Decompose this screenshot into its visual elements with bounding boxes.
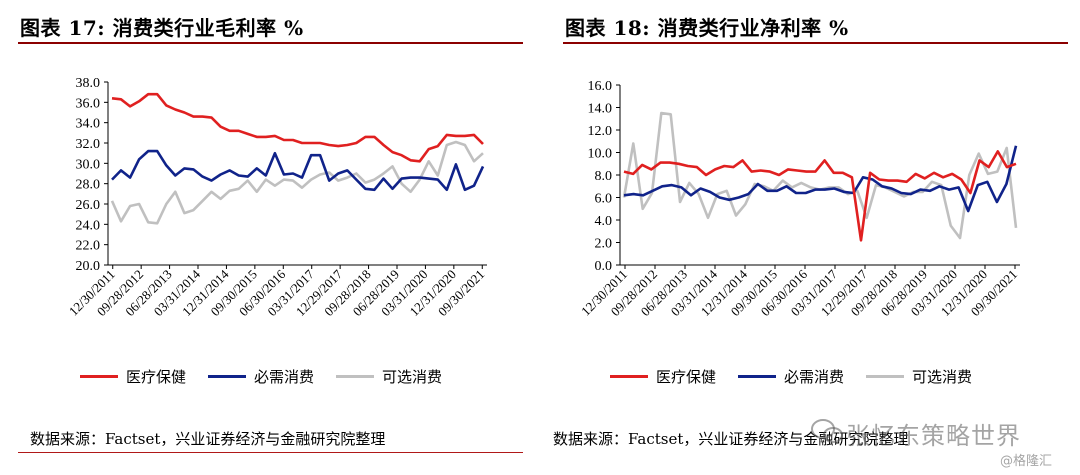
y-tick-label: 4.0	[595, 214, 613, 229]
series-line-healthcare	[111, 92, 484, 163]
legend-label: 可选消费	[382, 368, 443, 386]
divider	[18, 452, 523, 453]
wechat-icon	[811, 419, 843, 443]
legend-swatch	[610, 375, 648, 378]
y-tick-label: 6.0	[595, 192, 613, 207]
chart-legend: 医疗保健 必需消费 可选消费	[80, 366, 464, 387]
y-tick-label: 38.0	[76, 76, 101, 91]
chart-title: 图表 18: 消费类行业净利率 %	[565, 16, 849, 40]
y-tick-label: 16.0	[588, 79, 613, 94]
y-tick-label: 34.0	[76, 117, 101, 132]
series-line-staples	[111, 149, 485, 192]
y-tick-label: 28.0	[76, 178, 101, 193]
y-tick-label: 12.0	[588, 124, 613, 139]
y-tick-label: 14.0	[588, 102, 613, 117]
y-tick-label: 22.0	[76, 239, 101, 254]
data-source-note: 数据来源：Factset，兴业证券经济与金融研究院整理	[30, 430, 386, 448]
watermark-text: 张忆东策略世界	[846, 422, 1021, 450]
legend-swatch	[738, 375, 777, 378]
legend-swatch	[866, 375, 905, 378]
gross-margin-chart: 20.0 22.0 24.0 26.0 28.0 30.0 32.0 34.0 36.0 38.0…	[66, 76, 488, 319]
series-line-staples	[623, 145, 1018, 213]
y-tick-label: 0.0	[595, 259, 613, 274]
chart-title-bar: 图表 17: 消费类行业毛利率 %	[18, 10, 523, 44]
legend-item-healthcare: 医疗保健	[610, 366, 716, 387]
legend-label: 医疗保健	[656, 368, 717, 386]
y-tick-label: 36.0	[76, 96, 101, 111]
legend-label: 必需消费	[254, 368, 315, 386]
legend-item-staples: 必需消费	[208, 366, 314, 387]
series-line-discretionary	[110, 140, 484, 225]
legend-swatch	[336, 375, 375, 378]
legend-swatch	[208, 375, 247, 378]
watermark-badge: @格隆汇	[1000, 454, 1053, 469]
legend-item-healthcare: 医疗保健	[80, 366, 186, 387]
y-tick-label: 30.0	[76, 157, 101, 172]
data-source-note: 数据来源：Factset，兴业证券经济与金融研究院整理	[553, 430, 909, 448]
legend-item-staples: 必需消费	[738, 366, 844, 387]
y-tick-label: 32.0	[76, 137, 101, 152]
right-chart-panel: 图表 18: 消费类行业净利率 % 0.0 2.0 4.0 6.0 8.0 10.0 12.…	[545, 0, 1068, 475]
y-tick-label: 26.0	[76, 198, 101, 213]
left-chart-panel: 图表 17: 消费类行业毛利率 % 20.0 22.0 24.0 26.0 28.0 30…	[0, 0, 523, 475]
y-tick-label: 10.0	[588, 147, 613, 162]
legend-label: 医疗保健	[126, 368, 187, 386]
chart-title-bar: 图表 18: 消费类行业净利率 %	[563, 10, 1068, 44]
y-tick-label: 8.0	[595, 169, 613, 184]
legend-label: 可选消费	[912, 368, 973, 386]
legend-item-discretionary: 可选消费	[336, 366, 442, 387]
y-tick-label: 2.0	[595, 237, 613, 252]
chart-legend: 医疗保健 必需消费 可选消费	[610, 366, 994, 387]
series-line-healthcare	[623, 150, 1017, 242]
watermark: 张忆东策略世界 @格隆汇	[800, 412, 1080, 475]
y-tick-label: 20.0	[76, 259, 101, 274]
net-margin-chart: 0.02.04.06.08.010.012.014.016.012/30/201…	[578, 79, 1020, 319]
legend-swatch	[80, 375, 118, 378]
legend-item-discretionary: 可选消费	[866, 366, 972, 387]
legend-label: 必需消费	[784, 368, 845, 386]
chart-title: 图表 17: 消费类行业毛利率 %	[20, 16, 304, 40]
y-tick-label: 24.0	[76, 218, 101, 233]
